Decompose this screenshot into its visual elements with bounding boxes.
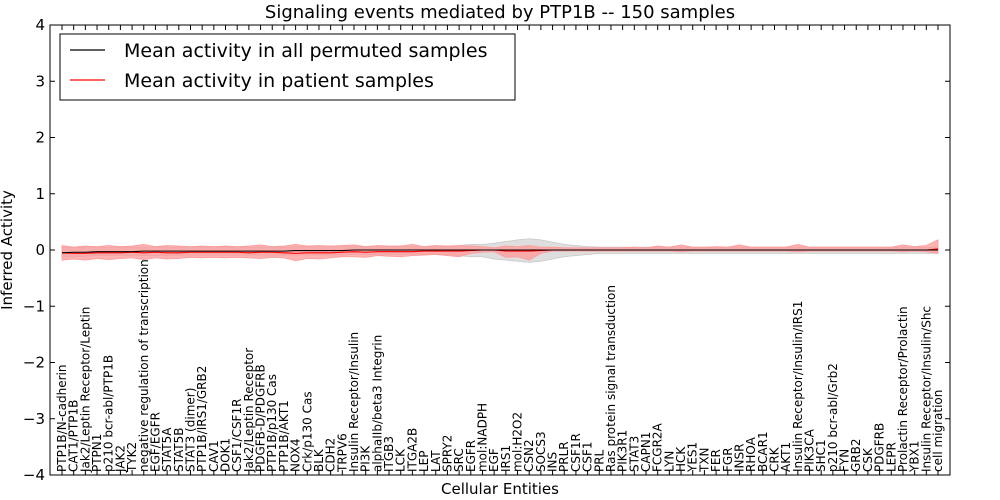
category-label: LEPR	[884, 442, 898, 472]
category-label: Jak2/Leptin Receptor	[242, 348, 256, 473]
y-tick-label: −1	[23, 297, 45, 315]
legend-label-patient: Mean activity in patient samples	[124, 70, 434, 92]
category-label: PIK3R1	[616, 430, 630, 472]
category-label: cell migration	[931, 390, 945, 472]
category-label: YBX1	[908, 441, 922, 473]
category-label: Crk/p130 Cas	[300, 391, 314, 472]
legend: Mean activity in all permuted samples Me…	[59, 33, 516, 101]
category-label: INSR	[732, 444, 746, 472]
category-label: STAT3	[627, 436, 641, 472]
category-label: TYK2	[125, 442, 139, 473]
y-axis-label: Inferred Activity	[0, 190, 16, 310]
category-label: p210 bcr-abl/Grb2	[826, 363, 840, 472]
category-label: PRLR	[557, 441, 571, 472]
category-label: Insulin Receptor/Insulin	[347, 332, 361, 472]
category-label: DOK1	[219, 438, 233, 472]
category-label: CAT1/PTP1B	[67, 400, 81, 472]
category-label: PTP1B/p130 Cas	[265, 374, 279, 472]
category-label: SRC	[452, 448, 466, 472]
category-label: ITGA2B	[405, 428, 419, 472]
category-label: PDGFRB	[873, 423, 887, 472]
category-label: EGF	[487, 448, 501, 472]
y-tick-label: 3	[35, 72, 45, 90]
category-label: CRK	[767, 446, 781, 472]
category-label: LYN	[662, 451, 676, 472]
line-series-0	[61, 249, 938, 254]
category-label: PTP1B/AKT1	[277, 400, 291, 472]
category-label: p210 bcr-abl/PTP1B	[102, 355, 116, 472]
category-label: BLK	[312, 448, 326, 472]
category-label: STAT5A	[160, 427, 174, 472]
y-tick-label: −3	[23, 410, 45, 428]
category-label: CSF1R	[569, 433, 583, 472]
category-label: FER	[709, 449, 723, 472]
category-label: Insulin Receptor/Insulin/IRS1	[791, 301, 805, 472]
category-label: CAV1	[207, 440, 221, 472]
axis-ticks: 4 3 2 1 0 −1 −2 −3 −4	[23, 16, 950, 484]
category-label: PRL	[592, 449, 606, 472]
category-label: AKT1	[779, 442, 793, 472]
category-label: LEP	[417, 450, 431, 472]
category-label: negative regulation of transcription	[137, 259, 151, 472]
category-label: CDH2	[324, 438, 338, 472]
category-label: EGF/EGFR	[148, 412, 162, 472]
y-tick-label: 1	[35, 185, 45, 203]
category-label: ITGB3	[382, 436, 396, 472]
category-label: TRPV6	[335, 433, 349, 473]
category-label: JAK2	[113, 445, 127, 473]
category-label: Jak2/Leptin Receptor/Leptin	[78, 307, 92, 473]
category-label: RHOA	[744, 436, 758, 472]
category-label: alphaIIb/beta3 Integrin	[370, 335, 384, 472]
x-axis-label: Cellular Entities	[441, 480, 559, 498]
category-label: CAPN1	[639, 432, 653, 472]
category-label: Insulin Receptor/Insulin/Shc	[919, 306, 933, 472]
category-label: PIK3CA	[803, 428, 817, 472]
category-label: FYN	[838, 449, 852, 472]
category-label: IRS1	[499, 445, 513, 472]
category-label: PTPN1	[90, 434, 104, 472]
y-tick-label: 0	[35, 241, 45, 259]
category-label: BCAR1	[756, 431, 770, 472]
category-label: FCGR2A	[651, 422, 665, 472]
category-label: HCK	[674, 446, 688, 472]
category-label: CSF1	[581, 441, 595, 472]
category-label: mol:H2O2	[511, 412, 525, 472]
category-label: Ras protein signal transduction	[604, 285, 618, 472]
category-label: PI3K	[359, 445, 373, 472]
plot-frame	[49, 24, 951, 476]
category-label: PDGFB-D/PDGFRB	[254, 364, 268, 472]
series-lines	[61, 248, 939, 254]
category-label: CSF1/CSF1R	[230, 399, 244, 472]
category-label: mol:NADPH	[475, 403, 489, 472]
y-tick-label: −2	[23, 354, 45, 372]
category-label: Prolactin Receptor/Prolactin	[896, 306, 910, 472]
category-label: FGR	[721, 447, 735, 472]
category-label: CSK	[861, 447, 875, 472]
category-label: NOX4	[289, 438, 303, 472]
category-label: EGFR	[464, 440, 478, 472]
y-tick-label: 4	[35, 16, 45, 34]
chart-title: Signaling events mediated by PTP1B -- 15…	[265, 2, 735, 23]
category-label: SHC1	[814, 439, 828, 472]
category-label: YES1	[686, 442, 700, 473]
y-tick-label: 2	[35, 129, 45, 147]
category-label: PTP1B/N-cadherin	[55, 365, 69, 472]
legend-label-permuted: Mean activity in all permuted samples	[124, 40, 487, 62]
y-tick-label: −4	[23, 466, 45, 484]
category-label: GRB2	[849, 438, 863, 472]
category-label: PTP1B/IRS1/GRB2	[195, 366, 209, 472]
category-label: LAT	[429, 450, 443, 472]
category-label: SOCS3	[534, 431, 548, 472]
category-label: SPRY2	[440, 435, 454, 472]
legend-box	[59, 33, 516, 101]
category-label: STAT3 (dimer)	[183, 388, 197, 472]
category-label: INS	[546, 452, 560, 472]
category-label: STAT5B	[172, 428, 186, 473]
category-label: LCK	[394, 448, 408, 472]
category-label: CSN2	[522, 439, 536, 472]
category-label: TXN	[697, 447, 711, 473]
